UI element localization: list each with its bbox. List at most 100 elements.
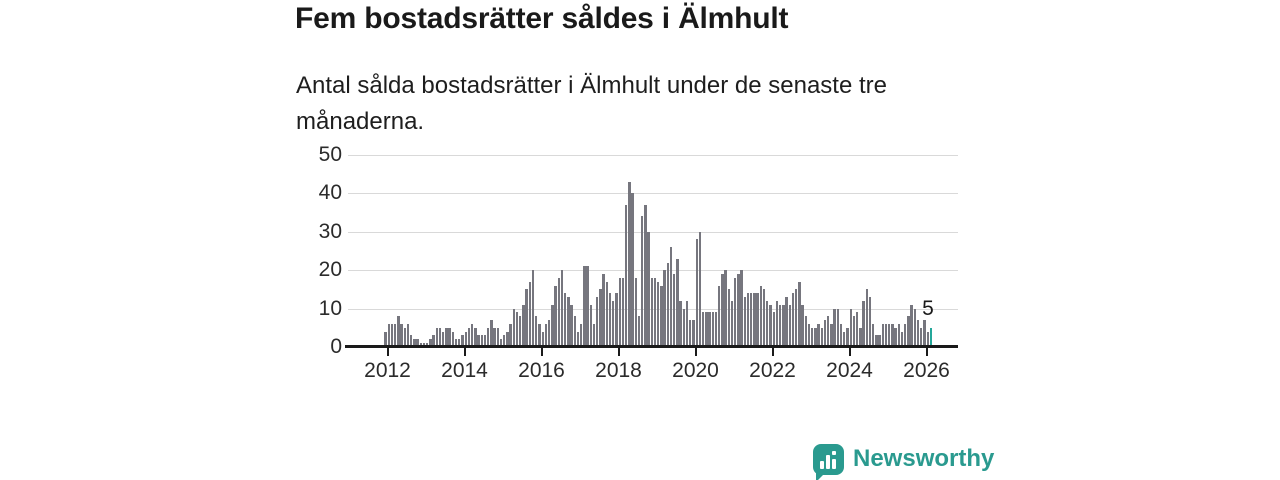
bar: [592, 323, 596, 347]
bar: [400, 323, 403, 347]
bar: [442, 331, 445, 347]
bar: [884, 323, 888, 347]
bar: [580, 323, 583, 347]
bar: [474, 327, 477, 347]
bar: [512, 308, 516, 347]
bar: [878, 335, 881, 347]
highlighted-bar: [929, 327, 933, 347]
bar: [669, 247, 673, 347]
x-tick: [925, 348, 928, 356]
bar: [698, 231, 702, 347]
bar: [695, 239, 698, 347]
bar: [811, 327, 814, 347]
bar: [897, 323, 901, 347]
bar: [596, 297, 599, 347]
bar: [567, 297, 570, 347]
bar: [387, 323, 390, 347]
x-tick-label: 2018: [595, 359, 642, 382]
bar: [435, 327, 439, 347]
bar: [849, 308, 852, 347]
bar: [807, 323, 811, 347]
bar: [393, 323, 397, 347]
bar: [551, 304, 554, 347]
bar: [855, 312, 859, 347]
bar: [615, 293, 618, 347]
bar: [846, 327, 849, 347]
bar: [692, 320, 695, 347]
bar: [509, 323, 512, 347]
bar: [798, 281, 801, 347]
bar: [689, 320, 692, 347]
bar: [875, 335, 878, 347]
bar: [766, 300, 769, 347]
bar: [679, 300, 682, 347]
bar: [586, 266, 589, 347]
bar: [522, 304, 525, 347]
bar: [920, 327, 923, 347]
bar: [653, 277, 657, 347]
bar: [788, 304, 791, 347]
x-tick-label: 2014: [441, 359, 488, 382]
x-tick: [386, 348, 389, 356]
bar: [817, 323, 820, 347]
bar: [881, 323, 884, 347]
x-tick-label: 2026: [903, 359, 950, 382]
bar: [730, 300, 734, 347]
bar: [894, 327, 897, 347]
bar: [515, 312, 519, 347]
bar: [621, 277, 625, 347]
bar: [634, 277, 637, 347]
bar: [746, 293, 750, 347]
bar: [618, 277, 621, 347]
bar: [743, 297, 747, 347]
bar: [650, 277, 653, 347]
gridline: [348, 308, 958, 310]
bar: [907, 316, 910, 347]
bar: [926, 331, 929, 347]
bar: [493, 327, 496, 347]
bar: [673, 274, 676, 347]
bar: [624, 204, 628, 347]
bar: [589, 304, 593, 347]
bar: [448, 327, 451, 347]
bar: [451, 331, 455, 347]
y-tick-label: 40: [318, 181, 342, 205]
x-tick: [617, 348, 620, 356]
bar: [563, 293, 567, 347]
bar: [900, 331, 904, 347]
bar: [734, 277, 737, 347]
bar: [859, 327, 862, 347]
bar: [531, 270, 535, 347]
bar: [557, 277, 560, 347]
bar: [827, 316, 830, 347]
x-tick: [540, 348, 543, 356]
bar: [871, 323, 875, 347]
bar: [801, 304, 804, 347]
bar: [708, 312, 711, 347]
gridline: [348, 193, 958, 195]
x-tick: [771, 348, 774, 356]
bar: [397, 316, 400, 347]
bar: [499, 339, 503, 347]
bar: [891, 323, 894, 347]
bar: [904, 323, 907, 347]
y-tick-label: 30: [318, 219, 342, 243]
bar: [570, 304, 573, 347]
x-tick-label: 2022: [749, 359, 796, 382]
bar: [554, 285, 557, 347]
bar: [682, 308, 686, 347]
bar: [528, 281, 532, 347]
bar: [676, 258, 679, 347]
bar: [612, 300, 615, 347]
bar: [480, 335, 483, 347]
bar: [631, 193, 634, 347]
bar: [602, 274, 605, 347]
bar: [445, 327, 448, 347]
bar: [583, 266, 586, 347]
bar: [384, 331, 387, 347]
x-tick: [694, 348, 697, 356]
bar: [778, 304, 782, 347]
bar: [833, 308, 836, 347]
bar: [862, 300, 865, 347]
x-tick: [463, 348, 466, 356]
